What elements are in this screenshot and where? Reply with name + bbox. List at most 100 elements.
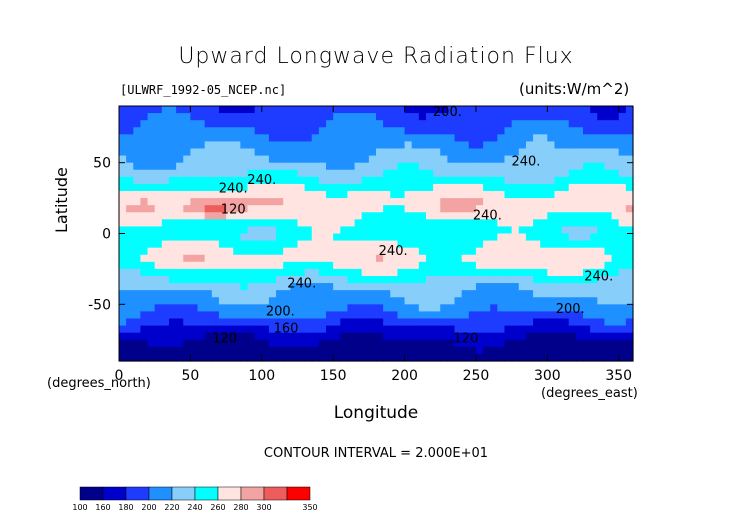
heatmap-cell <box>533 162 541 171</box>
heatmap-cell <box>561 113 570 121</box>
heatmap-cell <box>511 283 520 291</box>
heatmap-cell <box>525 148 534 157</box>
heatmap-cell <box>318 268 327 277</box>
heatmap-cell <box>147 183 156 192</box>
heatmap-cell <box>133 120 142 128</box>
colorbar-label: 240 <box>187 503 202 512</box>
heatmap-cell <box>226 162 234 171</box>
heatmap-cell <box>483 318 491 327</box>
heatmap-cell <box>533 268 541 277</box>
heatmap-cell <box>361 120 370 128</box>
heatmap-cell <box>390 353 399 362</box>
heatmap-cell <box>326 113 334 121</box>
heatmap-cell <box>618 254 627 263</box>
heatmap-cell <box>233 212 241 220</box>
heatmap-cell <box>597 106 606 114</box>
heatmap-cell <box>454 261 463 270</box>
heatmap-cell <box>183 339 191 348</box>
heatmap-cell <box>147 120 156 128</box>
heatmap-cell <box>411 155 420 164</box>
heatmap-cell <box>454 346 463 355</box>
heatmap-cell <box>333 290 341 298</box>
heatmap-cell <box>333 162 341 171</box>
heatmap-cell <box>397 134 406 143</box>
heatmap-cell <box>418 198 427 206</box>
heatmap-cell <box>361 155 370 164</box>
heatmap-cell <box>511 141 520 150</box>
heatmap-cell <box>326 261 334 270</box>
heatmap-cell <box>297 325 306 334</box>
heatmap-cell <box>575 219 584 228</box>
heatmap-cell <box>590 261 598 270</box>
heatmap-cell <box>190 198 199 206</box>
heatmap-cell <box>583 113 591 121</box>
heatmap-cell <box>490 141 498 150</box>
heatmap-cell <box>611 318 620 327</box>
heatmap-cell <box>368 127 377 135</box>
heatmap-cell <box>397 176 406 185</box>
heatmap-cell <box>140 346 149 355</box>
contour-label: 200. <box>433 105 462 120</box>
heatmap-cell <box>347 332 356 341</box>
heatmap-cell <box>497 141 506 150</box>
heatmap-cell <box>361 198 370 206</box>
heatmap-cell <box>597 198 606 206</box>
heatmap-cell <box>233 191 241 199</box>
heatmap-cell <box>297 134 306 143</box>
heatmap-cell <box>233 169 241 178</box>
heatmap-cell <box>376 191 384 199</box>
heatmap-cell <box>211 162 220 171</box>
heatmap-cell <box>197 353 206 362</box>
heatmap-cell <box>254 176 263 185</box>
heatmap-cell <box>333 212 341 220</box>
heatmap-cell <box>468 254 477 263</box>
heatmap-cell <box>168 346 177 355</box>
heatmap-cell <box>140 233 149 242</box>
heatmap-cell <box>318 226 327 235</box>
heatmap-cell <box>625 106 634 114</box>
heatmap-cell <box>590 346 598 355</box>
heatmap-cell <box>411 176 420 185</box>
heatmap-cell <box>176 268 184 277</box>
heatmap-cell <box>133 353 142 362</box>
heatmap-cell <box>447 113 456 121</box>
heatmap-cell <box>390 276 399 284</box>
heatmap-cell <box>268 212 277 220</box>
heatmap-cell <box>390 332 399 341</box>
heatmap-cell <box>554 318 563 327</box>
heatmap-cell <box>347 176 356 185</box>
heatmap-cell <box>354 247 363 256</box>
heatmap-cell <box>447 268 456 277</box>
heatmap-cell <box>176 247 184 256</box>
heatmap-cell <box>540 240 548 249</box>
heatmap-cell <box>561 205 570 213</box>
heatmap-cell <box>468 276 477 284</box>
heatmap-cell <box>204 240 213 249</box>
heatmap-cell <box>454 127 463 135</box>
heatmap-cell <box>383 169 391 178</box>
heatmap-cell <box>340 169 349 178</box>
heatmap-cell <box>440 332 448 341</box>
heatmap-cell <box>433 297 441 305</box>
heatmap-cell <box>404 127 413 135</box>
heatmap-cell <box>147 198 156 206</box>
contour-interval-text: CONTOUR INTERVAL = 2.000E+01 <box>263 446 489 461</box>
heatmap-cell <box>347 198 356 206</box>
heatmap-cell <box>183 254 191 263</box>
heatmap-cell <box>204 127 213 135</box>
x-axis-ticks: 0 50 100 150 200 250 300 350 <box>115 106 632 384</box>
heatmap-cell <box>425 169 434 178</box>
heatmap-cell <box>190 339 199 348</box>
heatmap-cell <box>368 304 377 313</box>
heatmap-cell <box>525 134 534 143</box>
heatmap-cell <box>390 162 399 171</box>
heatmap-cell <box>168 127 177 135</box>
heatmap-cell <box>240 240 249 249</box>
heatmap-cell <box>318 141 327 150</box>
heatmap-cell <box>283 290 291 298</box>
heatmap-cell <box>226 318 234 327</box>
colorbar-swatch <box>125 486 150 501</box>
heatmap-cell <box>554 247 563 256</box>
heatmap-cell <box>540 311 548 320</box>
heatmap-cell <box>604 106 613 114</box>
